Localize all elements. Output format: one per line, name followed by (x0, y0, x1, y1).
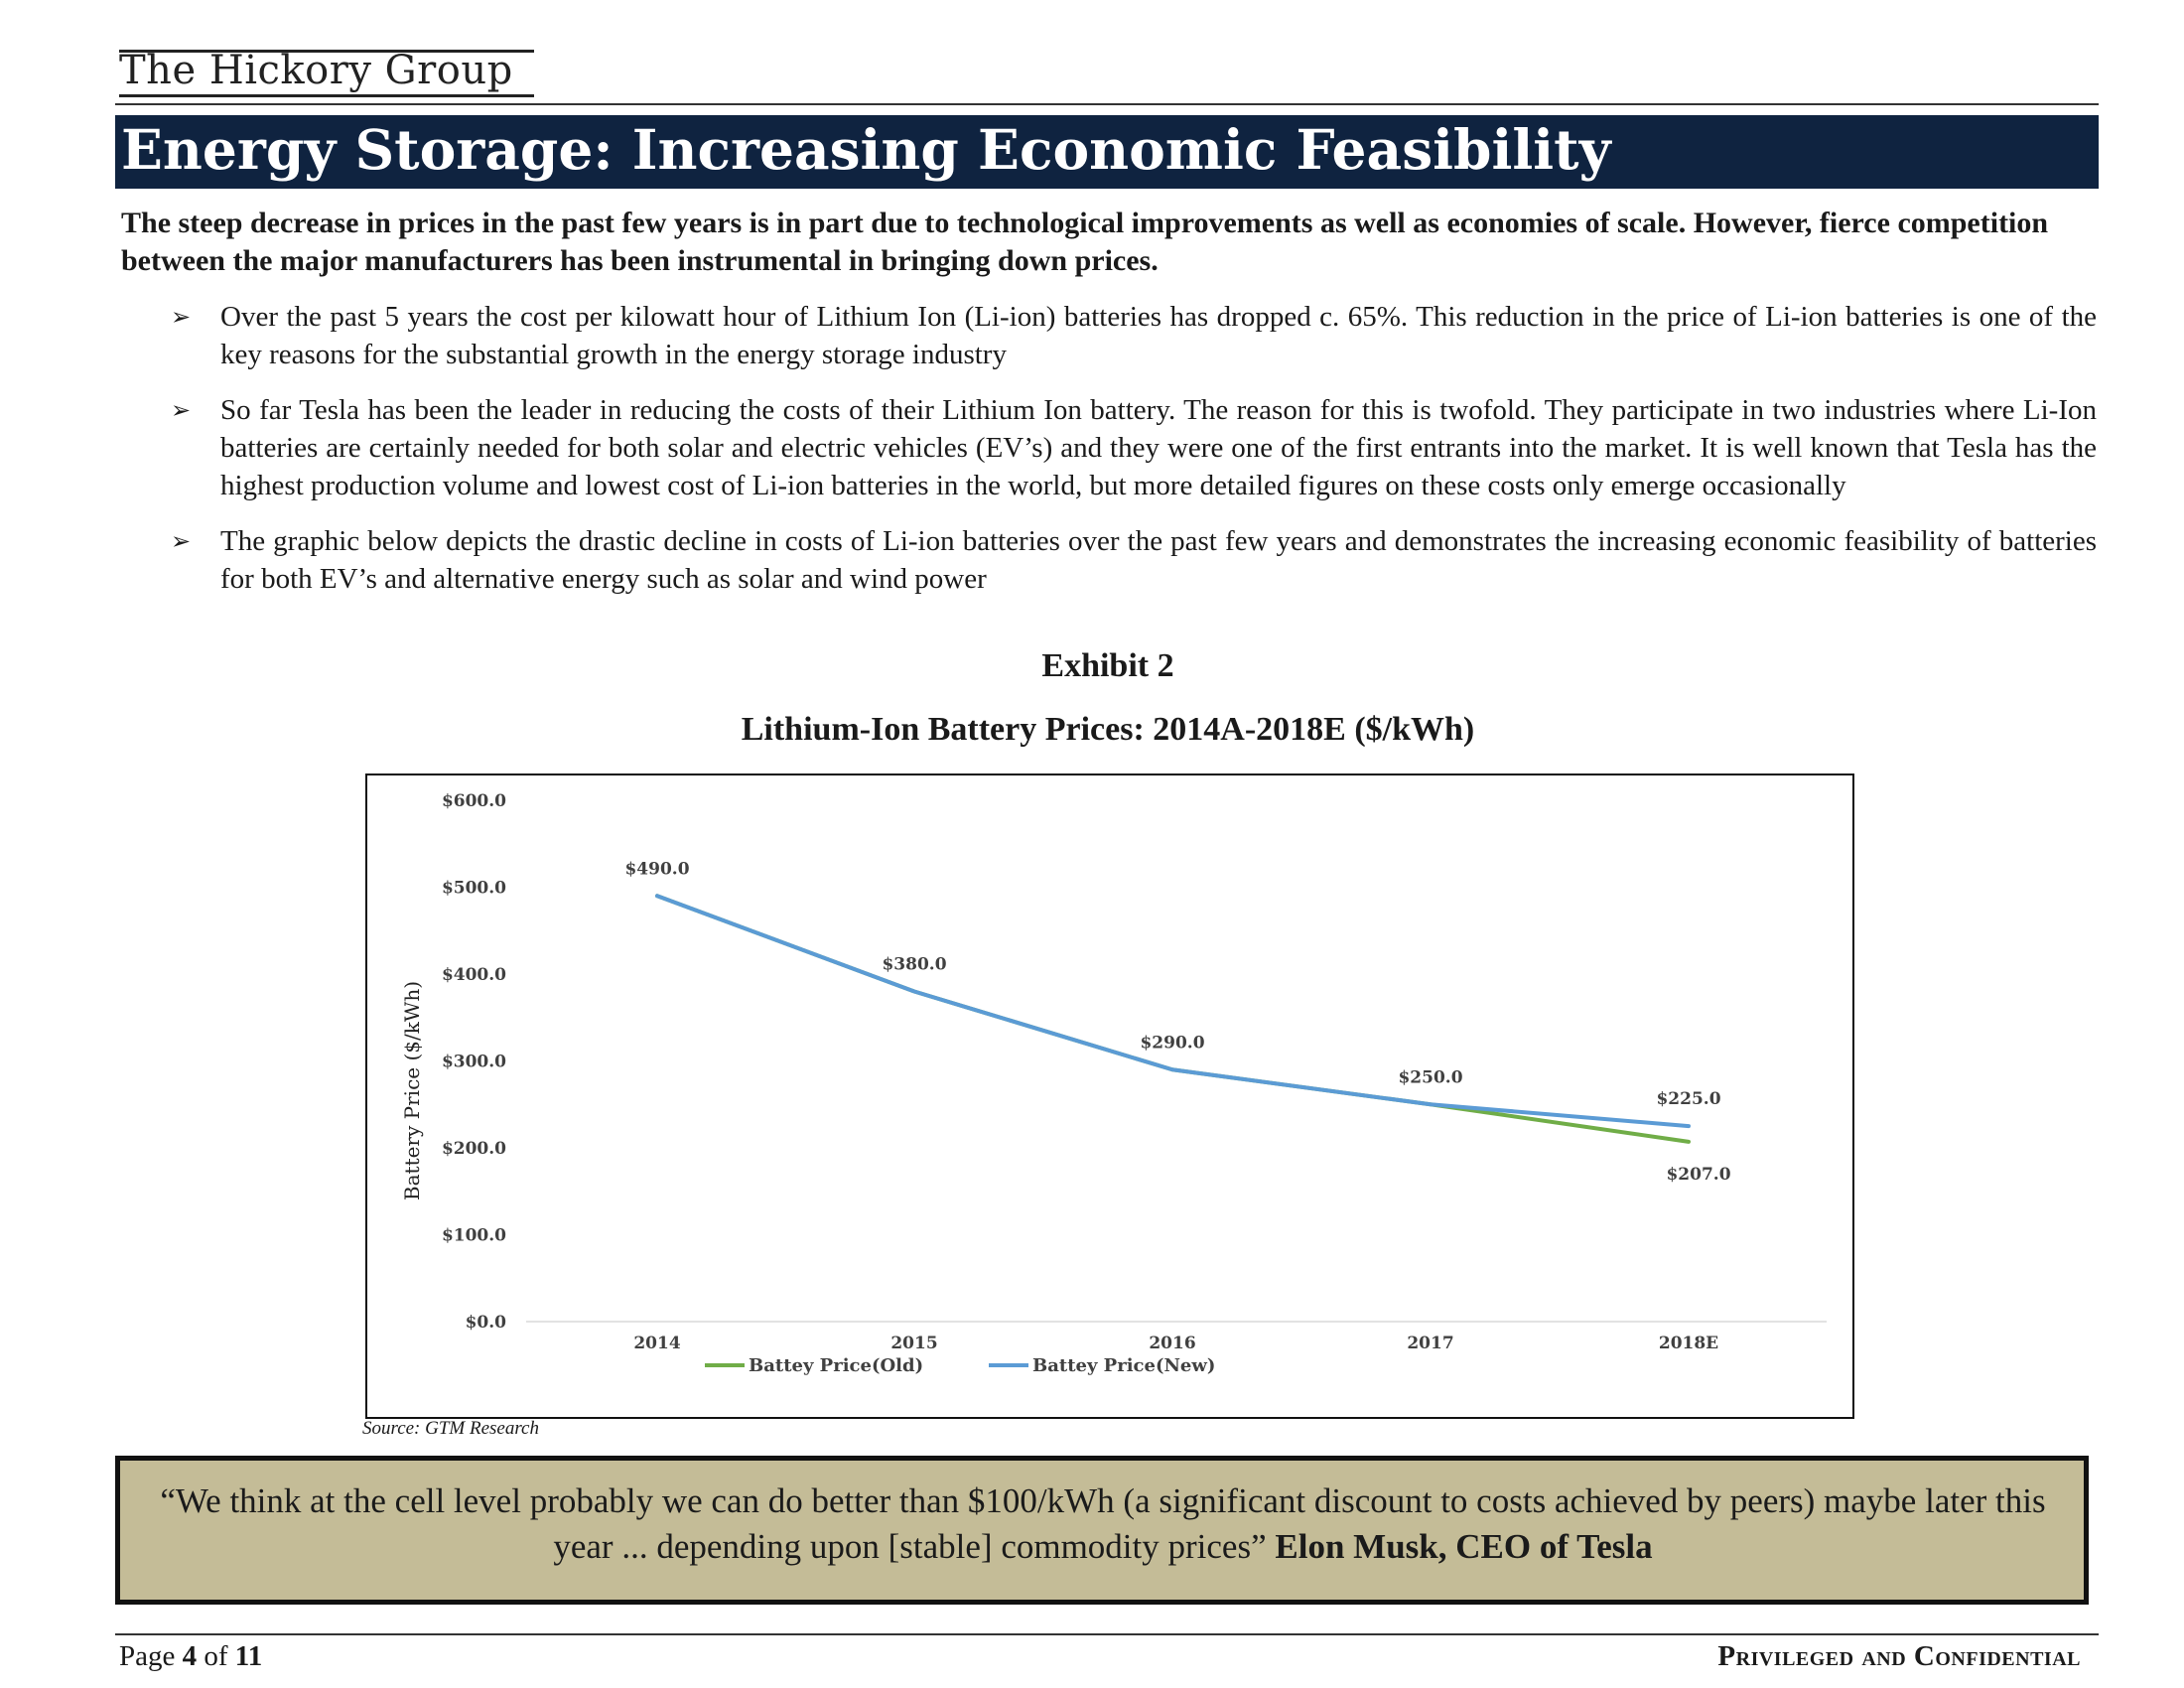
source-note: Source: GTM Research (362, 1418, 539, 1439)
x-tick-label: 2015 (890, 1334, 937, 1353)
page-prefix: Page (119, 1640, 183, 1672)
arrow-bullet-icon: ➢ (171, 527, 192, 555)
y-tick-label: $200.0 (442, 1139, 506, 1159)
bullet-item: ➢ The graphic below depicts the drastic … (121, 522, 2097, 598)
page-of: of (197, 1640, 235, 1672)
y-tick-label: $400.0 (442, 965, 506, 985)
y-tick-label: $300.0 (442, 1053, 506, 1072)
y-tick-label: $0.0 (466, 1313, 507, 1333)
brand-logo-text: The Hickory Group (119, 48, 513, 93)
chart-frame: $0.0 $100.0 $200.0 $300.0 $400.0 $500.0 $600.0… (365, 774, 1854, 1419)
data-label: $290.0 (1140, 1033, 1204, 1053)
lead-paragraph: The steep decrease in prices in the past… (121, 207, 2049, 277)
exhibit-label: Exhibit 2 (1041, 647, 1174, 684)
bullet-text: So far Tesla has been the leader in redu… (220, 394, 2097, 501)
page-indicator: Page 4 of 11 (119, 1640, 262, 1673)
x-tick-label: 2016 (1149, 1334, 1195, 1353)
brand-underline (119, 94, 534, 97)
brand-overline (119, 50, 534, 53)
arrow-bullet-icon: ➢ (171, 303, 192, 331)
bullet-item: ➢ So far Tesla has been the leader in re… (121, 391, 2097, 504)
x-tick-label: 2017 (1407, 1334, 1453, 1353)
page-total: 11 (234, 1640, 263, 1672)
y-tick-label: $500.0 (442, 879, 506, 899)
title-bar: Energy Storage: Increasing Economic Feas… (115, 115, 2099, 189)
bullet-text: The graphic below depicts the drastic de… (220, 525, 2097, 595)
header-rule (115, 103, 2099, 105)
y-tick-label: $600.0 (442, 791, 506, 811)
series-line-new (655, 894, 1691, 1129)
data-label: $380.0 (882, 955, 946, 975)
y-tick-label: $100.0 (442, 1226, 506, 1246)
legend-label: Battey Price(New) (1032, 1355, 1215, 1376)
confidential-label: Privileged and Confidential (1717, 1640, 2081, 1672)
page-title: Energy Storage: Increasing Economic Feas… (121, 117, 1611, 182)
quote-attribution: Elon Musk, CEO of Tesla (1275, 1527, 1653, 1566)
data-label: $225.0 (1656, 1089, 1720, 1109)
quote-text: “We think at the cell level probably we … (160, 1481, 2046, 1566)
legend-label: Battey Price(Old) (749, 1355, 923, 1376)
data-label: $207.0 (1666, 1165, 1730, 1185)
x-tick-label: 2018E (1659, 1334, 1718, 1353)
quote: “We think at the cell level probably we … (150, 1478, 2056, 1570)
chart-title: Lithium-Ion Battery Prices: 2014A-2018E … (741, 711, 1475, 748)
data-label: $250.0 (1398, 1067, 1462, 1087)
data-label: $490.0 (624, 859, 689, 879)
quote-box: “We think at the cell level probably we … (115, 1456, 2089, 1605)
bullet-text: Over the past 5 years the cost per kilow… (220, 301, 2097, 370)
bullet-list: ➢ Over the past 5 years the cost per kil… (121, 298, 2097, 616)
bullet-item: ➢ Over the past 5 years the cost per kil… (121, 298, 2097, 373)
page-number: 4 (182, 1640, 198, 1672)
series-line-old (655, 894, 1691, 1144)
line-chart: $0.0 $100.0 $200.0 $300.0 $400.0 $500.0 $600.0… (400, 791, 1827, 1376)
y-axis-label: Battery Price ($/kWh) (400, 981, 424, 1200)
footer-rule (115, 1633, 2099, 1635)
arrow-bullet-icon: ➢ (171, 396, 192, 424)
x-tick-label: 2014 (633, 1334, 680, 1353)
